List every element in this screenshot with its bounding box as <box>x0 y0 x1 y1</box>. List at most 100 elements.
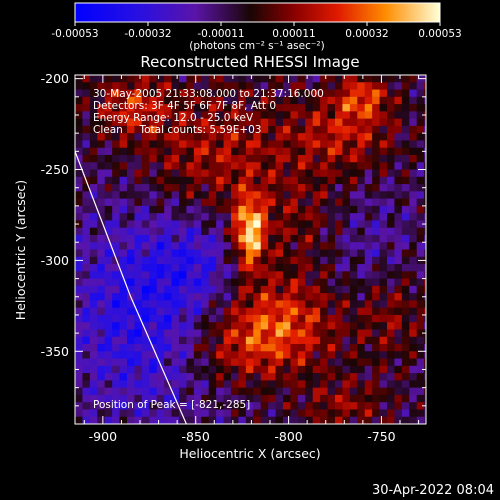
heatmap-cell <box>387 75 396 83</box>
heatmap-cell <box>320 293 329 301</box>
heatmap-cell <box>387 387 396 396</box>
heatmap-cell <box>349 409 358 418</box>
heatmap-cell <box>238 278 247 287</box>
heatmap-cell <box>245 329 254 338</box>
heatmap-cell <box>268 242 277 251</box>
heatmap-cell <box>156 314 165 323</box>
heatmap-cell <box>409 140 418 149</box>
heatmap-cell <box>349 271 358 280</box>
heatmap-cell <box>320 409 329 418</box>
heatmap-cell <box>119 184 128 192</box>
heatmap-cell <box>97 242 106 251</box>
solar-limb-line <box>75 151 187 424</box>
heatmap-cell <box>104 314 113 323</box>
heatmap-cell <box>283 75 292 83</box>
heatmap-cell <box>379 336 388 345</box>
heatmap-cell <box>349 89 358 98</box>
annotation-detectors: Detectors: 3F 4F 5F 6F 7F 8F, Att 0 <box>93 100 276 112</box>
heatmap-cell <box>104 184 113 192</box>
heatmap-cell <box>171 133 180 142</box>
heatmap-cell <box>127 220 136 229</box>
heatmap-cell <box>342 104 351 112</box>
heatmap-cell <box>394 271 403 280</box>
heatmap-cell <box>253 293 262 301</box>
heatmap-cell <box>297 380 306 389</box>
heatmap-cell <box>238 344 247 352</box>
heatmap-cell <box>320 176 329 185</box>
heatmap-cell <box>297 322 306 331</box>
heatmap-cell <box>364 314 373 323</box>
heatmap-cell <box>208 314 217 323</box>
heatmap-cell <box>112 351 121 360</box>
heatmap-cell <box>134 220 143 229</box>
heatmap-cell <box>268 249 277 258</box>
heatmap-cell <box>409 365 418 374</box>
heatmap-cell <box>179 220 188 229</box>
heatmap-cell <box>409 256 418 265</box>
heatmap-cell <box>379 351 388 360</box>
heatmap-cell <box>238 96 247 105</box>
heatmap-cell <box>97 96 106 105</box>
heatmap-cell <box>260 416 269 424</box>
heatmap-cell <box>342 184 351 192</box>
heatmap-cell <box>305 329 314 338</box>
heatmap-cell <box>201 205 210 214</box>
heatmap-cell <box>409 416 418 424</box>
heatmap-cell <box>409 191 418 200</box>
heatmap-cell <box>245 300 254 309</box>
heatmap-cell <box>327 75 336 83</box>
heatmap-cell <box>394 285 403 294</box>
heatmap-cell <box>401 344 410 352</box>
heatmap-cell <box>238 104 247 112</box>
heatmap-cell <box>409 264 418 272</box>
heatmap-cell <box>275 213 284 222</box>
heatmap-cell <box>424 344 426 352</box>
heatmap-cell <box>171 300 180 309</box>
heatmap-cell <box>327 191 336 200</box>
heatmap-cell <box>327 104 336 112</box>
heatmap-cell <box>112 133 121 142</box>
heatmap-cell <box>201 394 210 403</box>
heatmap-cell <box>320 205 329 214</box>
heatmap-cell <box>416 329 425 338</box>
heatmap-cell <box>416 140 425 149</box>
heatmap-cell <box>142 424 150 432</box>
heatmap-cell <box>149 409 158 418</box>
heatmap-cell <box>127 300 136 309</box>
heatmap-cell <box>179 169 188 178</box>
heatmap-cell <box>245 278 254 287</box>
heatmap-cell <box>312 249 321 258</box>
heatmap-cell <box>216 424 224 432</box>
heatmap-cell <box>290 111 299 120</box>
heatmap-cell <box>89 198 98 207</box>
heatmap-cell <box>231 89 240 98</box>
heatmap-cell <box>335 264 344 272</box>
heatmap-cell <box>305 256 314 265</box>
heatmap-cell <box>349 205 358 214</box>
heatmap-cell <box>245 322 254 331</box>
heatmap-cell <box>208 125 217 134</box>
heatmap-cell <box>186 256 195 265</box>
heatmap-cell <box>417 424 425 432</box>
heatmap-cell <box>305 387 314 396</box>
heatmap-cell <box>364 351 373 360</box>
heatmap-cell <box>104 147 113 156</box>
heatmap-cell <box>208 176 217 185</box>
heatmap-cell <box>268 198 277 207</box>
heatmap-cell <box>75 373 84 381</box>
heatmap-cell <box>379 242 388 251</box>
heatmap-cell <box>134 154 143 163</box>
heatmap-cell <box>179 329 188 338</box>
heatmap-cell <box>328 424 336 432</box>
heatmap-cell <box>349 380 358 389</box>
heatmap-cell <box>283 162 292 171</box>
heatmap-cell <box>297 89 306 98</box>
heatmap-cell <box>89 147 98 156</box>
heatmap-cell <box>201 256 210 265</box>
heatmap-cell <box>335 322 344 331</box>
heatmap-cell <box>305 336 314 345</box>
heatmap-cell <box>238 322 247 331</box>
heatmap-cell <box>342 75 351 83</box>
heatmap-cell <box>409 125 418 134</box>
heatmap-cell <box>387 140 396 149</box>
